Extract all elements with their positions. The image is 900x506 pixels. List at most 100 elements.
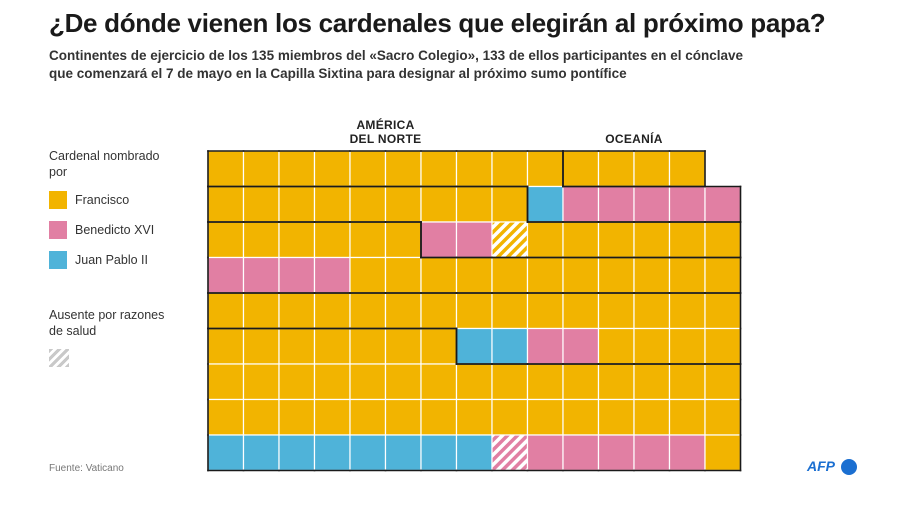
waffle-cell-benedicto xyxy=(242,256,280,294)
afp-logo-dot xyxy=(841,459,857,475)
waffle-cell-francisco xyxy=(207,150,245,188)
waffle-cell-benedicto xyxy=(313,256,351,294)
waffle-cell-benedicto xyxy=(278,256,316,294)
waffle-cell-francisco xyxy=(278,150,316,188)
waffle-cell-francisco xyxy=(668,150,706,188)
waffle-cell-francisco xyxy=(526,150,564,188)
waffle-cell-benedicto xyxy=(633,185,671,223)
waffle-cell-francisco xyxy=(455,398,493,436)
waffle-cell-francisco xyxy=(207,185,245,223)
waffle-cell-francisco xyxy=(278,327,316,365)
waffle-cell-francisco xyxy=(491,292,529,330)
waffle-cell-francisco xyxy=(597,256,635,294)
waffle-cell-francisco xyxy=(242,398,280,436)
waffle-cell-francisco xyxy=(562,292,600,330)
waffle-cell-francisco xyxy=(384,221,422,259)
waffle-cell-francisco xyxy=(526,292,564,330)
waffle-cell-francisco xyxy=(562,398,600,436)
waffle-cell-francisco xyxy=(313,292,351,330)
waffle-cell-francisco xyxy=(704,256,742,294)
waffle-cell-francisco xyxy=(455,292,493,330)
waffle-cell-benedicto xyxy=(633,434,671,472)
waffle-cell-francisco xyxy=(455,256,493,294)
waffle-cell-francisco xyxy=(278,292,316,330)
waffle-cell-francisco xyxy=(349,398,387,436)
waffle-cell-francisco xyxy=(384,185,422,223)
waffle-cell-francisco xyxy=(633,292,671,330)
waffle-cell-francisco xyxy=(313,398,351,436)
waffle-cell-francisco xyxy=(704,363,742,401)
waffle-cell-juanpablo xyxy=(455,434,493,472)
continent-label: OCEANÍA xyxy=(605,131,662,146)
waffle-cell-francisco xyxy=(207,292,245,330)
waffle-cell-francisco xyxy=(242,150,280,188)
waffle-cell-francisco xyxy=(562,256,600,294)
waffle-cell-francisco xyxy=(420,398,458,436)
legend-label-benedicto: Benedicto XVI xyxy=(75,223,155,237)
waffle-cell-francisco xyxy=(384,256,422,294)
waffle-cell-francisco xyxy=(633,398,671,436)
continent-label: DEL NORTE xyxy=(350,132,422,146)
waffle-cell-francisco xyxy=(207,398,245,436)
waffle-cell-francisco xyxy=(526,221,564,259)
legend-absent-label: Ausente por razones de salud xyxy=(49,308,165,338)
waffle-cell-francisco xyxy=(704,434,742,472)
waffle-cell-francisco xyxy=(668,256,706,294)
waffle-cell-francisco xyxy=(526,363,564,401)
waffle-cell-juanpablo xyxy=(313,434,351,472)
waffle-cell-francisco xyxy=(455,363,493,401)
waffle-cell-francisco xyxy=(384,363,422,401)
waffle-cell-francisco xyxy=(668,363,706,401)
waffle-cell-francisco xyxy=(207,363,245,401)
waffle-cell-francisco xyxy=(242,185,280,223)
waffle-cell-francisco xyxy=(633,150,671,188)
waffle-cell-absent-fr xyxy=(491,221,529,259)
waffle-cell-francisco xyxy=(207,327,245,365)
waffle-cell-benedicto xyxy=(455,221,493,259)
waffle-cell-francisco xyxy=(597,363,635,401)
waffle-cell-francisco xyxy=(704,221,742,259)
waffle-cell-francisco xyxy=(526,256,564,294)
waffle-cell-francisco xyxy=(420,327,458,365)
continent-label: AMÉRICA xyxy=(356,117,414,132)
waffle-cell-juanpablo xyxy=(526,185,564,223)
waffle-cell-francisco xyxy=(313,327,351,365)
waffle-cell-francisco xyxy=(242,327,280,365)
waffle-cell-francisco xyxy=(633,256,671,294)
waffle-cell-francisco xyxy=(633,327,671,365)
waffle-cell-francisco xyxy=(668,221,706,259)
waffle-cell-francisco xyxy=(704,398,742,436)
legend-label-francisco: Francisco xyxy=(75,193,130,207)
waffle-cell-francisco xyxy=(597,327,635,365)
waffle-cell-francisco xyxy=(491,363,529,401)
waffle-cell-francisco xyxy=(491,256,529,294)
waffle-cell-francisco xyxy=(384,292,422,330)
waffle-cell-francisco xyxy=(597,221,635,259)
waffle-cell-juanpablo xyxy=(455,327,493,365)
waffle-cell-juanpablo xyxy=(420,434,458,472)
waffle-cell-francisco xyxy=(491,398,529,436)
waffle-cell-francisco xyxy=(313,363,351,401)
source-note: Fuente: Vaticano xyxy=(49,463,124,474)
waffle-cell-francisco xyxy=(704,327,742,365)
waffle-cell-juanpablo xyxy=(384,434,422,472)
waffle-cell-francisco xyxy=(597,398,635,436)
waffle-cell-benedicto xyxy=(597,185,635,223)
waffle-cell-francisco xyxy=(242,292,280,330)
waffle-cell-francisco xyxy=(313,150,351,188)
waffle-cell-benedicto xyxy=(562,327,600,365)
waffle-cell-juanpablo xyxy=(278,434,316,472)
waffle-cell-francisco xyxy=(384,327,422,365)
waffle-cell-francisco xyxy=(420,292,458,330)
waffle-cell-francisco xyxy=(420,256,458,294)
waffle-cell-benedicto xyxy=(668,434,706,472)
waffle-cell-francisco xyxy=(242,363,280,401)
waffle-cell-francisco xyxy=(704,292,742,330)
chart-subtitle: Continentes de ejercicio de los 135 miem… xyxy=(49,48,744,81)
legend-title: Cardenal nombrado por xyxy=(49,149,160,179)
afp-logo: AFP xyxy=(807,458,835,474)
waffle-cell-juanpablo xyxy=(349,434,387,472)
chart-title: ¿De dónde vienen los cardenales que eleg… xyxy=(49,8,826,38)
legend-swatch-juanpablo xyxy=(49,251,67,269)
